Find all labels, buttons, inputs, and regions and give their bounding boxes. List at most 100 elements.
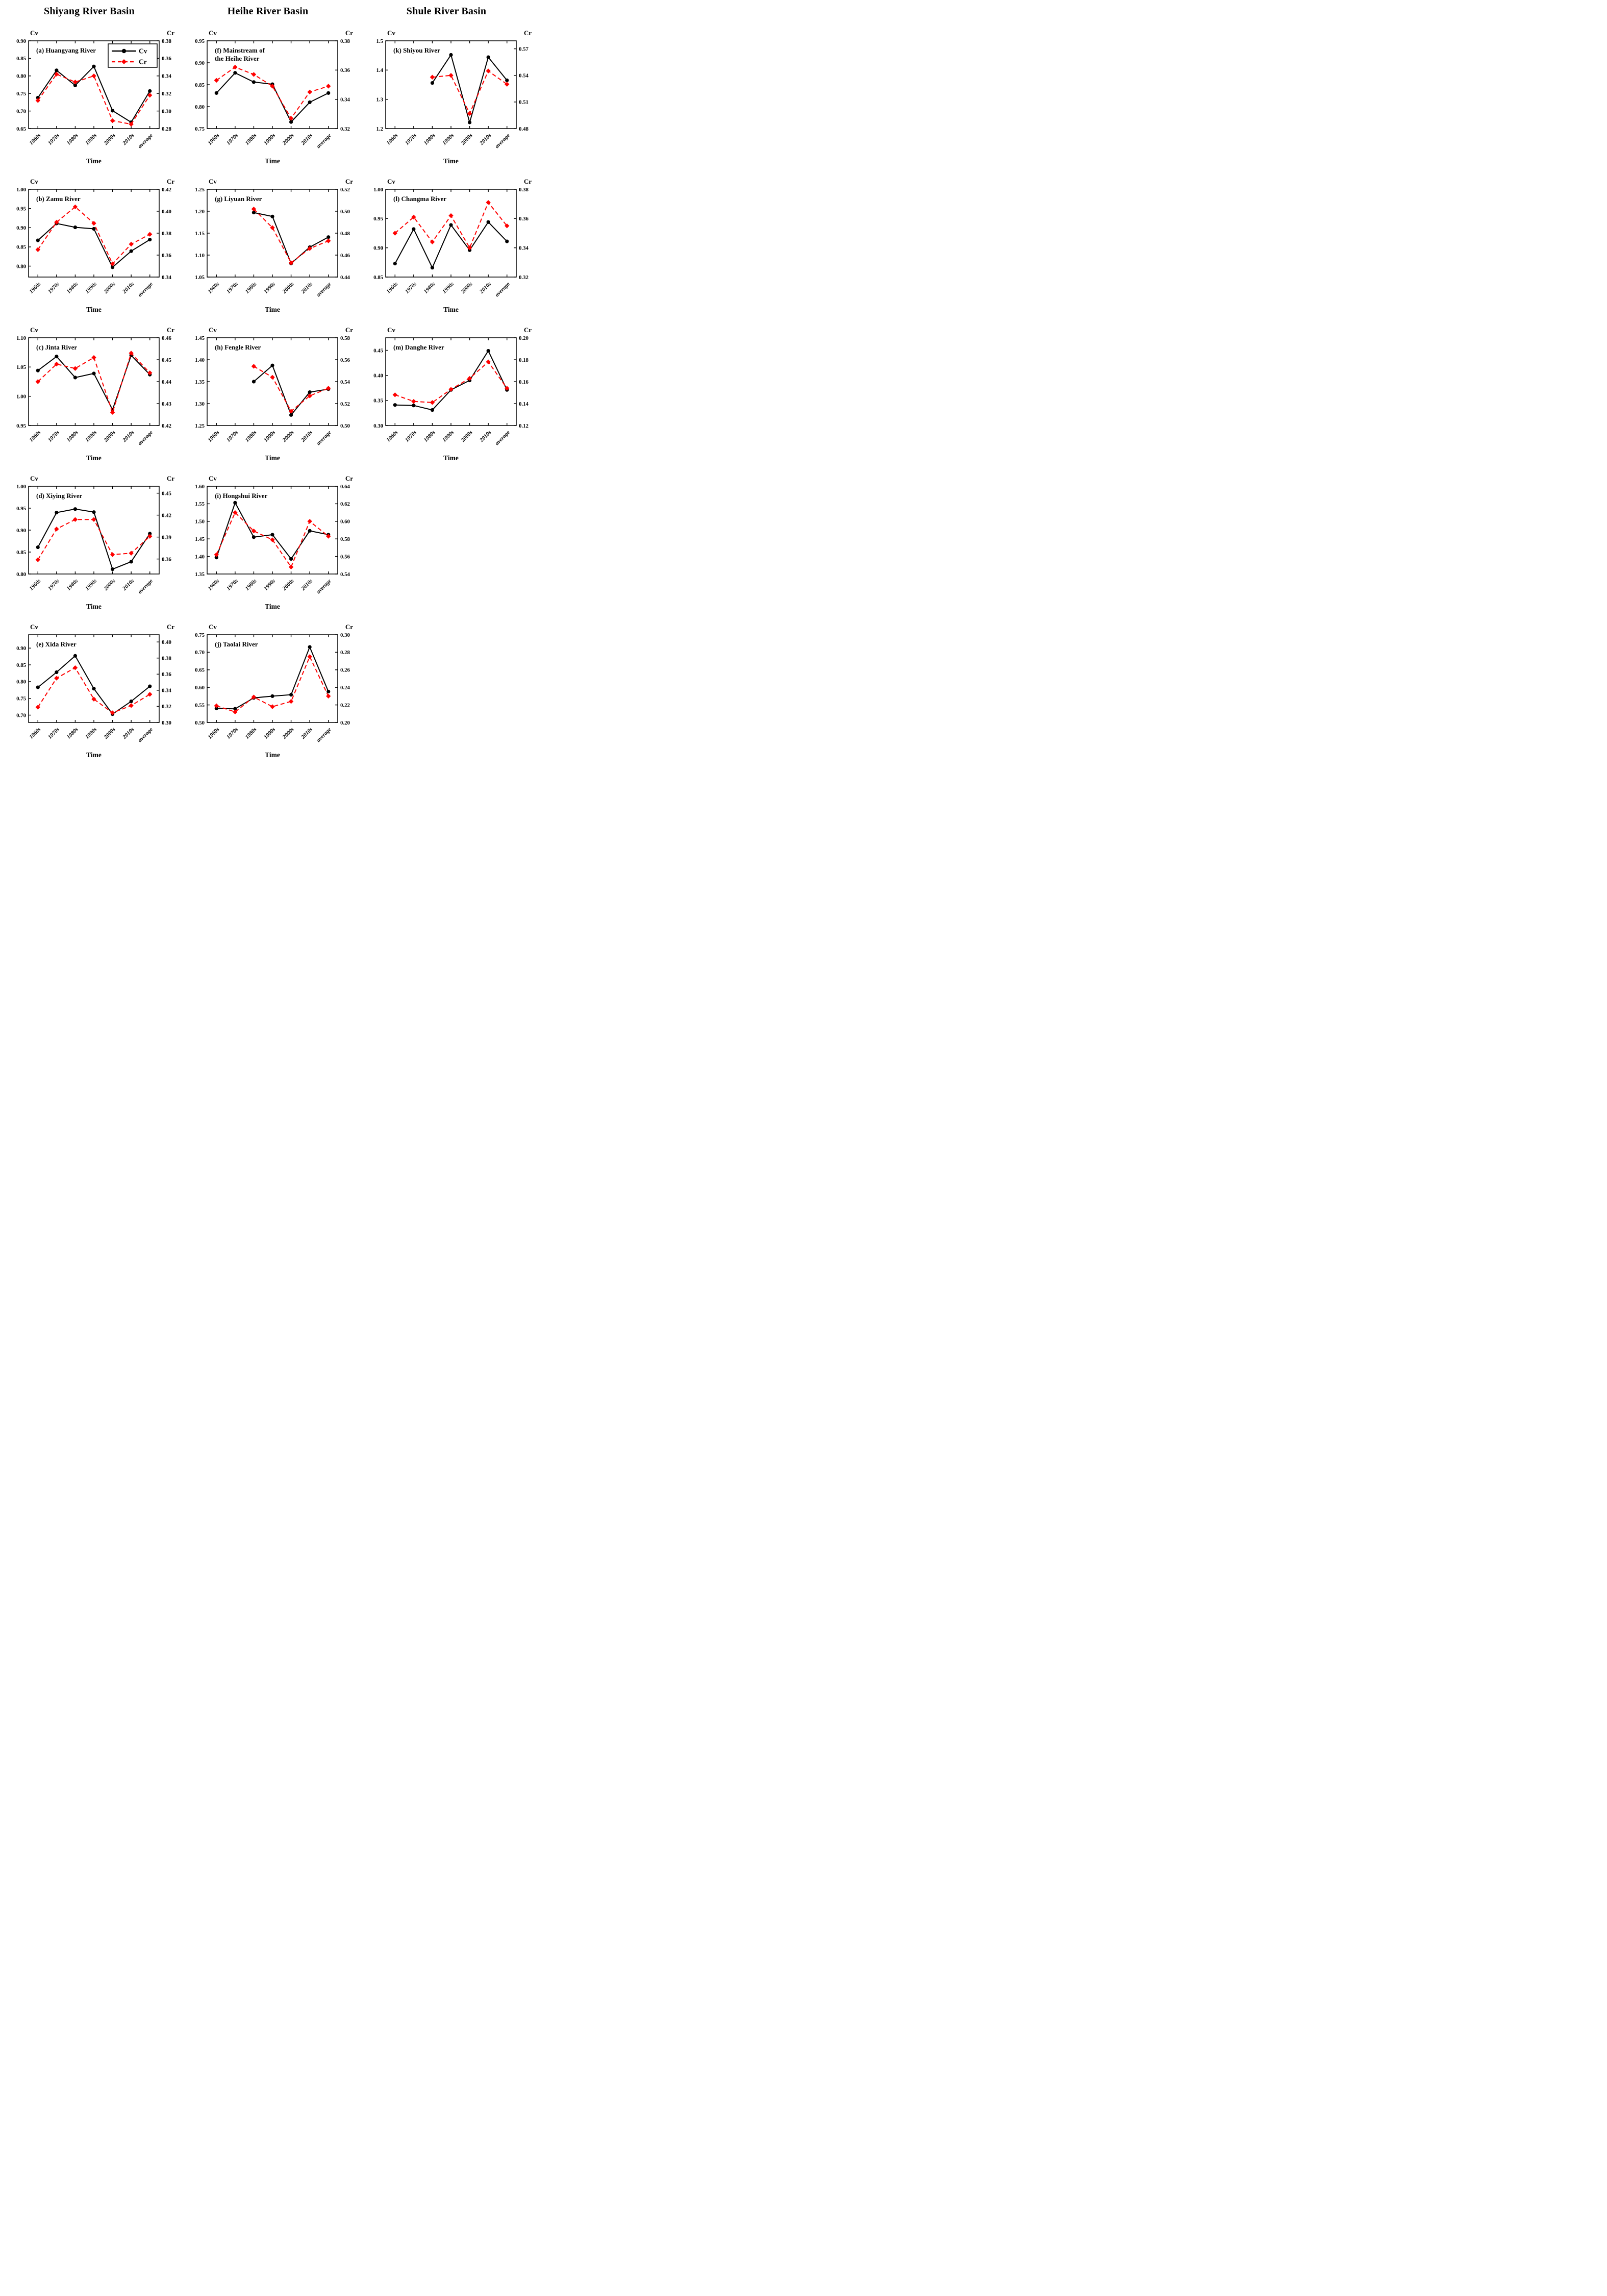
svg-text:2000s: 2000s: [103, 281, 117, 295]
left-axis-title: Cv: [209, 475, 217, 482]
svg-text:0.40: 0.40: [373, 373, 383, 379]
series-cr: [35, 351, 153, 415]
svg-text:2010s: 2010s: [299, 281, 314, 295]
cv-marker: [289, 120, 293, 124]
series-cv: [36, 353, 152, 412]
svg-text:1980s: 1980s: [422, 430, 436, 443]
svg-text:1.10: 1.10: [195, 253, 205, 259]
svg-text:0.38: 0.38: [519, 187, 529, 193]
right-axis-title: Cr: [524, 29, 532, 37]
cr-marker: [326, 693, 331, 699]
svg-text:(m) Danghe River: (m) Danghe River: [393, 343, 444, 351]
svg-text:(f) Mainstream of: (f) Mainstream of: [215, 46, 265, 54]
cv-marker: [430, 408, 435, 412]
svg-text:0.45: 0.45: [162, 357, 171, 363]
series-cv: [430, 53, 509, 124]
x-axis-title: Time: [86, 751, 102, 759]
left-axis: 1.35 1.40 1.45 1.50 1.55 1.60 Cv: [195, 475, 217, 578]
column-titles-row: Shiyang River Basin Heihe River Basin Sh…: [0, 0, 536, 22]
cr-line: [37, 73, 150, 125]
svg-text:1.10: 1.10: [16, 335, 26, 341]
panel-title: (i) Hongshui River: [215, 492, 268, 500]
svg-text:2010s: 2010s: [121, 133, 135, 147]
svg-text:0.85: 0.85: [16, 662, 26, 668]
left-axis: 0.75 0.80 0.85 0.90 0.95 Cv: [195, 29, 217, 132]
cv-marker: [36, 685, 40, 689]
cv-marker: [270, 214, 274, 218]
cv-marker: [233, 501, 237, 505]
cv-marker: [73, 83, 78, 87]
series-cr: [35, 204, 153, 266]
x-axis-title: Time: [265, 603, 280, 610]
column-title-shiyang: Shiyang River Basin: [44, 5, 135, 17]
cr-marker: [233, 64, 238, 70]
left-axis: 0.95 1.00 1.05 1.10 Cv: [16, 326, 38, 429]
cr-marker: [54, 71, 59, 77]
cv-marker: [289, 557, 293, 561]
left-axis-title: Cv: [30, 29, 38, 37]
panel-b: 0.800.850.900.951.00Cv0.340.360.380.400.…: [16, 178, 174, 313]
series-cr: [214, 64, 331, 121]
cv-marker: [467, 120, 472, 124]
svg-text:0.38: 0.38: [162, 38, 171, 44]
svg-text:0.54: 0.54: [519, 73, 529, 79]
svg-text:(d) Xiying River: (d) Xiying River: [36, 492, 83, 500]
svg-text:0.85: 0.85: [373, 274, 383, 281]
svg-text:0.62: 0.62: [340, 501, 350, 507]
svg-text:(i) Hongshui River: (i) Hongshui River: [215, 492, 268, 500]
x-axis: 1960s 1970s 1980s 1990s 2000s 2010s average Tim…: [385, 338, 511, 462]
left-axis: 0.65 0.70 0.75 0.80 0.85 0.90 Cv: [16, 29, 38, 132]
svg-text:0.34: 0.34: [519, 245, 529, 251]
svg-text:1960s: 1960s: [28, 133, 42, 146]
svg-text:0.85: 0.85: [195, 82, 205, 88]
svg-text:2010s: 2010s: [478, 430, 492, 444]
cr-marker: [110, 552, 115, 557]
x-axis-title: Time: [86, 454, 102, 462]
svg-text:1.00: 1.00: [16, 484, 26, 490]
svg-text:2010s: 2010s: [478, 281, 492, 295]
svg-text:1.25: 1.25: [195, 423, 205, 429]
cv-marker: [92, 371, 96, 376]
svg-text:1.30: 1.30: [195, 401, 205, 407]
cv-marker: [110, 109, 115, 113]
panel-title: (b) Zamu River: [36, 195, 81, 203]
svg-text:(j) Taolai River: (j) Taolai River: [215, 640, 258, 648]
cr-marker: [129, 121, 134, 127]
svg-text:2000s: 2000s: [460, 133, 474, 147]
panel-c: 0.95 1.00 1.05 1.10 Cv 0.42 0.43 0.44 0.45 0.46Cr…: [16, 326, 174, 462]
svg-text:0.22: 0.22: [340, 702, 350, 708]
svg-text:0.56: 0.56: [340, 357, 350, 363]
svg-text:0.58: 0.58: [340, 335, 350, 341]
cv-marker: [73, 225, 78, 230]
right-axis: 0.32 0.34 0.36 0.38 Cr: [514, 178, 532, 281]
svg-text:2010s: 2010s: [121, 430, 135, 444]
panel-title: (d) Xiying River: [36, 492, 83, 500]
svg-text:average: average: [494, 430, 511, 447]
cv-marker: [252, 210, 256, 215]
cv-line: [216, 72, 329, 123]
svg-text:the Heihe River: the Heihe River: [215, 55, 260, 62]
svg-text:0.70: 0.70: [16, 108, 26, 114]
svg-text:0.90: 0.90: [16, 528, 26, 534]
svg-text:average: average: [137, 727, 154, 744]
svg-text:1.40: 1.40: [195, 554, 205, 560]
svg-text:1980s: 1980s: [244, 133, 258, 146]
svg-text:0.34: 0.34: [340, 96, 350, 103]
x-axis: 1960s 1970s 1980s 1990s 2000s 2010s average Tim…: [207, 189, 333, 313]
svg-text:2000s: 2000s: [103, 430, 117, 444]
panel-f: 0.75 0.80 0.85 0.90 0.95 Cv 0.32 0.34 0.36 0.38Cr…: [195, 29, 353, 165]
right-axis: 0.44 0.46 0.48 0.50 0.52 Cr: [335, 178, 353, 281]
svg-text:0.32: 0.32: [519, 274, 529, 281]
right-axis-title: Cr: [167, 29, 174, 37]
cr-marker: [129, 241, 134, 247]
svg-text:0.34: 0.34: [162, 73, 171, 80]
svg-text:0.46: 0.46: [340, 253, 350, 259]
svg-text:2000s: 2000s: [103, 578, 117, 592]
svg-text:0.30: 0.30: [162, 720, 171, 726]
cv-marker: [252, 380, 256, 384]
cv-marker: [270, 533, 274, 537]
cr-line: [432, 70, 508, 115]
right-axis: 0.30 0.32 0.34 0.36 0.38 0.40 Cr: [157, 623, 174, 726]
panel-a: 0.650.700.750.800.850.90Cv0.280.300.320.…: [16, 29, 174, 165]
